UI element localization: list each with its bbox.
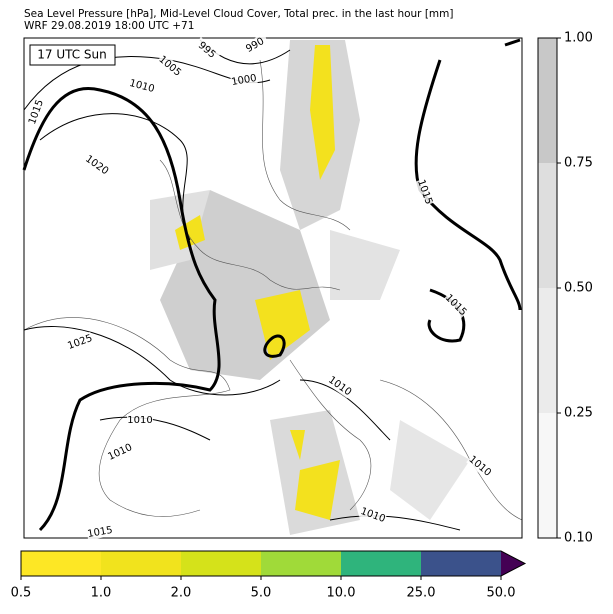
colorbar-segment — [538, 163, 557, 288]
cloud-colorbar: 0.10 0.25 0.50 0.75 1.00 — [537, 31, 593, 546]
colorbar-segment — [261, 551, 341, 576]
colorbar-segment — [341, 551, 421, 576]
contour-label-bg — [82, 152, 112, 178]
title: Sea Level Pressure [hPa], Mid-Level Clou… — [24, 8, 454, 20]
colorbar-tick-label: 0.75 — [564, 156, 593, 171]
subtitle: WRF 29.08.2019 18:00 UTC +71 — [24, 20, 194, 32]
contour-label-bg — [230, 71, 258, 89]
colorbar-segment — [421, 551, 501, 576]
contour-label-bg — [325, 373, 355, 399]
contour-label: 1015 — [87, 525, 114, 540]
contour-label: 1000 — [231, 73, 258, 88]
colorbar-tick-label: 0.10 — [564, 531, 593, 546]
contour-label-bg — [414, 177, 436, 207]
contour-label-bg — [193, 37, 221, 63]
colorbar-segment — [21, 551, 101, 576]
colorbar-tick-label: 50.0 — [487, 586, 516, 601]
colorbar-frame — [20, 550, 527, 577]
colorbar-extend — [501, 551, 525, 576]
colorbar-tick-label: 0.50 — [564, 281, 593, 296]
contour-label-bg — [466, 453, 494, 479]
contour-label-bg — [25, 97, 47, 127]
colorbar-tick-label: 0.25 — [564, 406, 593, 421]
colorbar-tick-label: 2.0 — [171, 586, 192, 601]
colorbar-segment — [538, 413, 557, 538]
time-label: 17 UTC Sun — [37, 48, 107, 62]
contour-label-bg — [65, 331, 95, 353]
contour-label-bg — [86, 523, 114, 541]
colorbar-tick-label: 1.00 — [564, 31, 593, 46]
colorbar-tick-label: 1.0 — [91, 586, 112, 601]
contour-label: 1010 — [127, 415, 152, 426]
contour-label-bg — [105, 441, 135, 463]
contour-label-bg — [127, 414, 153, 426]
colorbar-segment — [101, 551, 181, 576]
map: 17 UTC Sun 995 99010051000101010151020102… — [22, 33, 523, 541]
colorbar-segment — [538, 38, 557, 163]
map-frame — [23, 37, 523, 539]
colorbar-tick-label: 0.5 — [11, 586, 32, 601]
contour-label-bg — [156, 53, 184, 79]
coastlines — [23, 59, 523, 521]
colorbar-tick-label: 25.0 — [407, 586, 436, 601]
time-label-box — [29, 44, 116, 66]
colorbar-segment — [538, 288, 557, 413]
contour-label-bg — [358, 504, 388, 526]
colorbar-segment — [181, 551, 261, 576]
contour-label-bg — [127, 76, 157, 96]
colorbar-tick-label: 10.0 — [327, 586, 356, 601]
colorbar-tick-label: 5.0 — [251, 586, 272, 601]
contour-label-bg — [442, 291, 470, 319]
precip-colorbar: 0.5 1.0 2.0 5.0 10.0 25.0 50.0 — [11, 550, 527, 601]
contour-label-bg — [240, 33, 270, 57]
